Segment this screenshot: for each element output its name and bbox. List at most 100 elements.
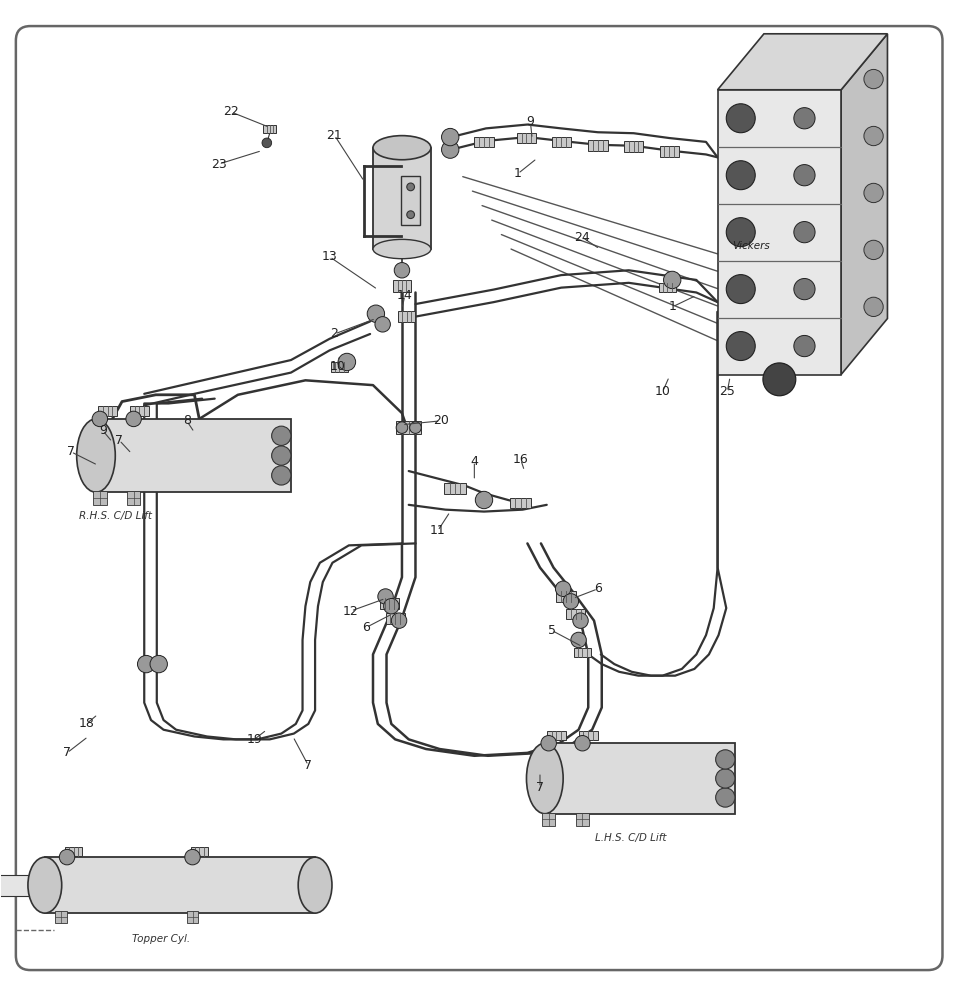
Circle shape [726, 161, 755, 190]
Circle shape [475, 491, 493, 509]
Text: 7: 7 [115, 434, 123, 447]
Text: 14: 14 [397, 289, 412, 302]
Text: 10: 10 [654, 385, 671, 398]
Circle shape [563, 594, 579, 609]
Circle shape [863, 69, 883, 89]
Text: 19: 19 [247, 733, 262, 746]
Bar [589, 140, 608, 151]
Circle shape [407, 183, 414, 191]
Polygon shape [55, 911, 67, 923]
Circle shape [794, 108, 815, 129]
Text: 6: 6 [362, 621, 370, 634]
Bar [396, 421, 421, 434]
Polygon shape [717, 34, 888, 90]
Bar [510, 498, 531, 508]
Bar [517, 133, 536, 143]
Text: 2: 2 [330, 327, 339, 340]
Circle shape [262, 138, 272, 148]
Bar [444, 483, 466, 494]
Text: R.H.S. C/D Lift: R.H.S. C/D Lift [78, 511, 152, 521]
Text: Topper Cyl.: Topper Cyl. [132, 934, 190, 944]
Circle shape [367, 305, 384, 322]
Polygon shape [127, 491, 140, 505]
Ellipse shape [298, 857, 332, 913]
Circle shape [137, 655, 155, 673]
Text: 1: 1 [668, 300, 677, 313]
Bar [474, 137, 494, 147]
Bar [659, 146, 679, 157]
Text: 4: 4 [470, 455, 478, 468]
Text: L.H.S. C/D Lift: L.H.S. C/D Lift [595, 833, 667, 843]
Text: 11: 11 [430, 524, 445, 537]
Bar [557, 591, 576, 602]
Text: 25: 25 [719, 385, 735, 398]
Circle shape [863, 126, 883, 146]
Circle shape [715, 769, 735, 788]
Bar [98, 406, 117, 416]
Circle shape [794, 165, 815, 186]
Circle shape [407, 211, 414, 219]
Circle shape [59, 849, 75, 865]
Circle shape [150, 655, 167, 673]
Circle shape [726, 332, 755, 361]
Text: 6: 6 [594, 582, 602, 595]
Polygon shape [93, 491, 106, 505]
Polygon shape [841, 34, 888, 375]
Circle shape [763, 363, 796, 396]
Circle shape [571, 632, 587, 648]
Circle shape [396, 422, 408, 433]
Circle shape [272, 426, 291, 445]
Circle shape [794, 278, 815, 300]
Circle shape [272, 446, 291, 465]
Bar [65, 847, 82, 856]
Circle shape [383, 598, 399, 614]
Bar [373, 148, 431, 249]
Text: 21: 21 [326, 129, 343, 142]
Bar [658, 283, 676, 292]
Circle shape [663, 271, 681, 289]
Bar [379, 598, 399, 609]
Circle shape [863, 297, 883, 317]
Ellipse shape [373, 239, 431, 259]
Circle shape [185, 849, 200, 865]
Text: 7: 7 [304, 759, 313, 772]
Bar [398, 311, 415, 322]
Circle shape [441, 141, 459, 158]
Circle shape [863, 183, 883, 203]
Circle shape [272, 466, 291, 485]
Circle shape [338, 353, 355, 371]
Text: 9: 9 [527, 115, 534, 128]
Circle shape [378, 589, 393, 604]
Circle shape [394, 263, 409, 278]
Polygon shape [187, 911, 198, 923]
Circle shape [556, 581, 571, 597]
Text: 1: 1 [514, 167, 522, 180]
Text: 13: 13 [321, 250, 338, 263]
Text: 24: 24 [575, 231, 590, 244]
Bar [385, 613, 405, 624]
Text: 18: 18 [78, 717, 94, 730]
Text: 7: 7 [536, 781, 544, 794]
Circle shape [575, 736, 590, 751]
Ellipse shape [373, 136, 431, 160]
Text: 20: 20 [433, 414, 448, 427]
Bar [545, 743, 735, 814]
Text: 22: 22 [224, 105, 239, 118]
Circle shape [126, 411, 141, 427]
Bar [191, 847, 208, 856]
Bar [574, 648, 591, 657]
Bar [0, 875, 78, 896]
Circle shape [573, 613, 589, 628]
Text: 12: 12 [343, 605, 359, 618]
Circle shape [541, 736, 557, 751]
Polygon shape [576, 813, 590, 826]
Circle shape [794, 335, 815, 357]
Bar [130, 406, 149, 416]
Bar [330, 362, 348, 372]
Circle shape [863, 240, 883, 260]
Bar [624, 141, 644, 152]
Circle shape [726, 218, 755, 247]
Text: 23: 23 [211, 158, 227, 171]
Circle shape [715, 750, 735, 769]
Text: 5: 5 [548, 624, 556, 637]
